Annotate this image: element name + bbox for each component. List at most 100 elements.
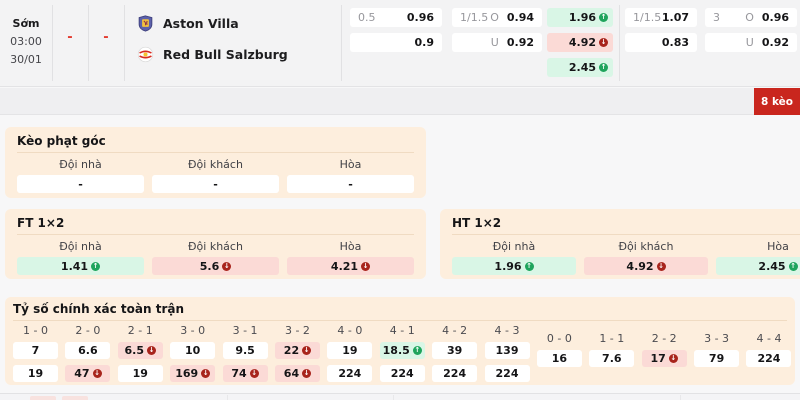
odds-value: 6.6 [78,344,98,357]
section-title: Kèo phạt góc [17,135,414,153]
odds-cell[interactable]: 1/1.5 1.07 [625,8,697,27]
odds-value-cell[interactable]: 1.41 ↑ [17,257,144,275]
trend-up-icon: ↑ [412,346,422,355]
odds-value-cell[interactable]: 79 [694,350,740,367]
trend-up-icon: ↑ [91,261,101,271]
odds-value-cell[interactable]: 4.92 ↓ [584,257,708,275]
odds-value-cell[interactable]: 7.6 [589,350,635,367]
odds-cell[interactable]: 0.83 [625,33,697,52]
odds-cell[interactable]: 3 O 0.96 [705,8,797,27]
odds-value: 0.96 [406,11,434,24]
odds-value-cell[interactable]: 47 ↓ [65,365,111,382]
odds-cell[interactable]: 1/1.5 O 0.94 [452,8,542,27]
odds-cell[interactable]: 0.9 [350,33,442,52]
odds-value-cell[interactable]: 39 [432,342,478,359]
exact-score-grid: 1 - 0 7 19 2 - 0 6.6 47 ↓ 2 - 1 6.5 ↓ 19 3 - 0 10 169… [13,324,792,382]
odds-value-cell[interactable]: 17 ↓ [641,350,687,367]
trend-up-icon: ↑ [599,63,608,72]
odds-cell[interactable]: 0.5 0.96 [350,8,442,27]
odds-value-cell[interactable]: 139 [484,342,530,359]
odds-value-cell[interactable]: 19 [13,365,58,382]
odds-value-cell[interactable]: - [152,175,279,193]
section-title: HT 1×2 [452,217,800,235]
next-row-cell [30,396,56,400]
odds-value-cell[interactable]: 169 ↓ [170,365,216,382]
odds-cell[interactable]: U 0.92 [705,33,797,52]
odds-value: 0.96 [761,11,789,24]
trend-down-icon: ↓ [147,346,157,355]
odds-value-cell[interactable]: 19 [327,342,373,359]
odds-value-cell[interactable]: 19 [117,365,163,382]
odds-value: 9.5 [235,344,255,357]
column-divider [341,5,342,81]
odds-value: 47 [74,367,90,380]
odds-value-cell[interactable]: 224 [746,350,792,367]
odds-value-cell[interactable]: 1.96 ↑ [452,257,576,275]
odds-value: 0.83 [661,36,689,49]
next-match-row-edge [0,394,800,400]
odds-value-cell[interactable]: 1.96 ↑ [547,8,613,27]
col-header-draw: Hòa [339,240,362,253]
odds-value: 224 [495,367,519,380]
odds-value-cell[interactable]: 4.21 ↓ [287,257,414,275]
odds-cell[interactable]: U 0.92 [452,33,542,52]
odds-value-cell[interactable]: 5.6 ↓ [152,257,279,275]
trend-down-icon: ↓ [201,369,211,378]
score-label: 1 - 0 [23,324,48,337]
odds-value-cell[interactable]: - [287,175,414,193]
score-label: 4 - 0 [337,324,363,337]
match-row[interactable]: Sớm 03:00 30/01 - - Aston Villa [0,0,800,87]
odds-value: 10 [185,344,201,357]
score-label: 2 - 2 [651,332,677,345]
home-team-name: Aston Villa [163,16,239,31]
odds-value-cell[interactable]: 224 [432,365,478,382]
exact-score-card: Tỷ số chính xác toàn trận 1 - 0 7 19 2 - 0 6… [5,297,795,385]
odds-value-cell[interactable]: 9.5 [222,342,268,359]
col-header-away: Đội khách [618,240,674,253]
odds-value-cell[interactable]: 6.6 [65,342,111,359]
score-label: 4 - 4 [756,332,782,345]
odds-value-cell[interactable]: 224 [379,365,425,382]
odds-value-cell[interactable]: 16 [536,350,582,367]
odds-value: 0.9 [414,36,435,49]
col-header-away: Đội khách [188,240,243,253]
odds-value: 1.07 [661,11,689,24]
odds-value-cell[interactable]: 224 [484,365,530,382]
trend-up-icon: ↑ [599,13,608,22]
score-label: 4 - 1 [389,324,415,337]
odds-value-cell[interactable]: 4.92 ↓ [547,33,613,52]
handicap-line: 1/1.5 [460,11,489,24]
odds-value-cell[interactable]: 22 ↓ [274,342,320,359]
column-divider [52,5,53,81]
odds-value-cell[interactable]: 10 [170,342,216,359]
odds-value-cell[interactable]: 224 [327,365,373,382]
col-header-draw: Hòa [339,158,362,171]
odds-value-cell[interactable]: 6.5 ↓ [117,342,163,359]
red-bull-salzburg-logo-icon [137,46,154,63]
odds-value-cell[interactable]: 2.45 ↑ [547,58,613,77]
odds-value-cell[interactable]: 64 ↓ [274,365,320,382]
home-team-row[interactable]: Aston Villa [137,11,288,36]
col-header-home: Đội nhà [59,240,102,253]
column-divider [88,5,89,81]
col-header-home: Đội nhà [59,158,102,171]
score-label: 4 - 2 [442,324,468,337]
trend-down-icon: ↓ [249,369,259,378]
score-column: 4 - 0 19 224 [327,324,373,382]
section-divider [0,393,800,394]
odds-value: 6.5 [124,344,145,357]
odds-value-cell[interactable]: 74 ↓ [222,365,268,382]
odds-value: 224 [443,367,467,380]
odds-value: 0.94 [506,11,534,24]
odds-value-cell[interactable]: 2.45 ↑ [716,257,800,275]
odds-value-cell[interactable]: - [17,175,144,193]
odds-value-cell[interactable]: 18.5 ↑ [379,342,425,359]
odds-value: 18.5 [382,344,410,357]
keo-count-button[interactable]: 8 kèo [754,88,800,115]
draw-score-column: 3 - 3 79 [694,324,740,382]
score-column: 4 - 2 39 224 [432,324,478,382]
odds-value: 2.45 [568,61,596,74]
away-team-row[interactable]: Red Bull Salzburg [137,42,288,67]
odds-value-cell[interactable]: 7 [13,342,58,359]
section-title: FT 1×2 [17,217,414,235]
